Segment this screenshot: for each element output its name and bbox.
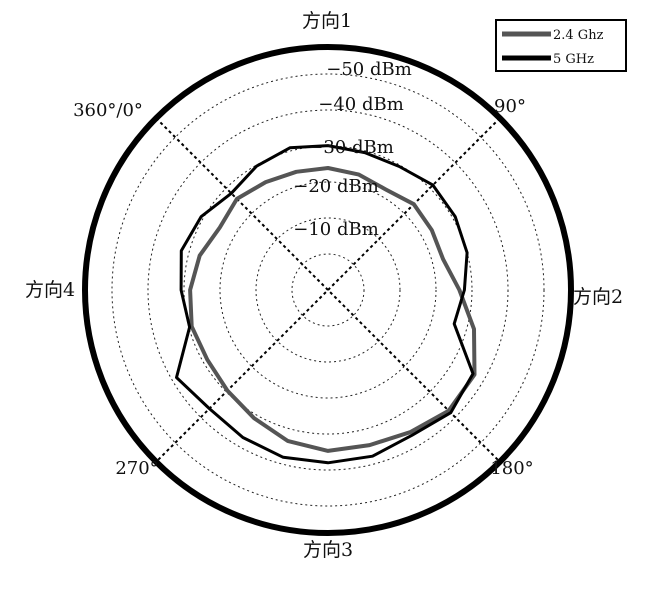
data-point-2-4ghz-210	[369, 444, 371, 446]
data-point-5ghz-15	[255, 165, 258, 167]
data-point-2-4ghz-105	[431, 229, 433, 231]
data-point-2-4ghz-90	[413, 203, 415, 205]
direction-4-label: 方向4	[25, 279, 75, 301]
series-line-2-4ghz	[188, 166, 477, 453]
data-point-5ghz-315	[180, 289, 182, 291]
data-point-2-4ghz-300	[191, 325, 193, 328]
data-point-5ghz-300	[189, 326, 191, 328]
data-point-5ghz-45	[327, 145, 329, 147]
legend-box	[495, 19, 627, 72]
grid-ring-5	[147, 109, 509, 471]
data-point-5ghz-30	[289, 147, 291, 149]
data-point-5ghz-90	[432, 184, 434, 186]
data-point-5ghz-150	[453, 323, 455, 325]
data-point-5ghz-285	[175, 376, 178, 379]
grid-ring-1	[291, 253, 365, 327]
ring-label-40: −40 dBm	[318, 94, 404, 115]
grid-diagonal-90-270	[155, 117, 501, 463]
legend-label-2-4ghz: 2.4 Ghz	[553, 28, 604, 43]
data-point-5ghz-120	[466, 252, 468, 254]
ring-label-10: −10 dBm	[293, 219, 379, 240]
data-point-5ghz-60	[364, 152, 366, 154]
data-point-2-4ghz-75	[385, 189, 387, 191]
legend-label-5ghz: 5 GHz	[553, 52, 594, 67]
data-point-5ghz-240	[282, 456, 284, 458]
grid-ring-3	[219, 181, 437, 399]
data-point-2-4ghz-60	[358, 174, 360, 176]
angle-label-270: 270°	[115, 458, 158, 479]
data-point-2-4ghz-180	[448, 410, 450, 412]
direction-2-label: 方向2	[573, 286, 623, 308]
ring-label-50: −50 dBm	[326, 59, 412, 80]
data-point-5ghz-135	[463, 289, 465, 291]
data-point-2-4ghz-15	[265, 181, 267, 183]
data-point-5ghz-105	[454, 216, 456, 218]
data-point-5ghz-270	[208, 408, 210, 410]
direction-1-label: 方向1	[302, 10, 352, 32]
angle-label-90: 90°	[494, 96, 526, 117]
data-point-5ghz-255	[242, 436, 244, 439]
data-point-2-4ghz-315	[189, 289, 191, 291]
grid-ring-2	[255, 217, 401, 363]
data-point-2-4ghz-345	[219, 226, 221, 229]
data-point-5ghz-210	[371, 455, 374, 457]
data-point-2-4ghz-225	[327, 450, 329, 452]
data-point-5ghz-225	[327, 462, 329, 464]
ring-label-20: −20 dBm	[293, 176, 379, 197]
label-layer: 方向1 方向2 方向3 方向4 360°/0° 90° 180° 270° −1…	[25, 10, 623, 561]
data-point-2-4ghz-30	[295, 171, 297, 173]
data-point-2-4ghz-270	[226, 390, 228, 392]
data-point-2-4ghz-285	[206, 359, 208, 361]
data-point-5ghz-75	[398, 165, 400, 168]
outer-ring	[82, 44, 574, 536]
data-point-2-4ghz-135	[458, 289, 460, 291]
data-point-2-4ghz-330	[199, 255, 201, 257]
direction-3-label: 方向3	[303, 539, 353, 561]
data-point-2-4ghz-240	[287, 440, 289, 442]
data-point-5ghz-0	[230, 192, 232, 194]
data-point-2-4ghz-195	[409, 431, 411, 433]
data-point-5ghz-180	[450, 412, 452, 414]
data-point-2-4ghz-45	[327, 167, 329, 169]
angle-label-0: 360°/0°	[73, 100, 143, 121]
data-point-5ghz-330	[180, 250, 182, 252]
ring-label-30: −30 dBm	[308, 137, 394, 158]
grid-ring-4	[183, 145, 473, 435]
data-point-5ghz-345	[200, 216, 202, 218]
series-layer	[175, 144, 477, 465]
data-point-5ghz-165	[472, 373, 474, 375]
data-point-2-4ghz-0	[236, 198, 238, 200]
angle-label-180: 180°	[490, 458, 533, 479]
legend: 2.4 Ghz 5 GHz	[495, 19, 627, 72]
polar-grid	[82, 44, 574, 536]
data-point-2-4ghz-150	[473, 328, 475, 330]
data-point-2-4ghz-255	[253, 417, 255, 419]
data-point-5ghz-195	[411, 434, 413, 436]
grid-ring-6	[111, 73, 545, 507]
data-point-2-4ghz-120	[442, 258, 444, 260]
